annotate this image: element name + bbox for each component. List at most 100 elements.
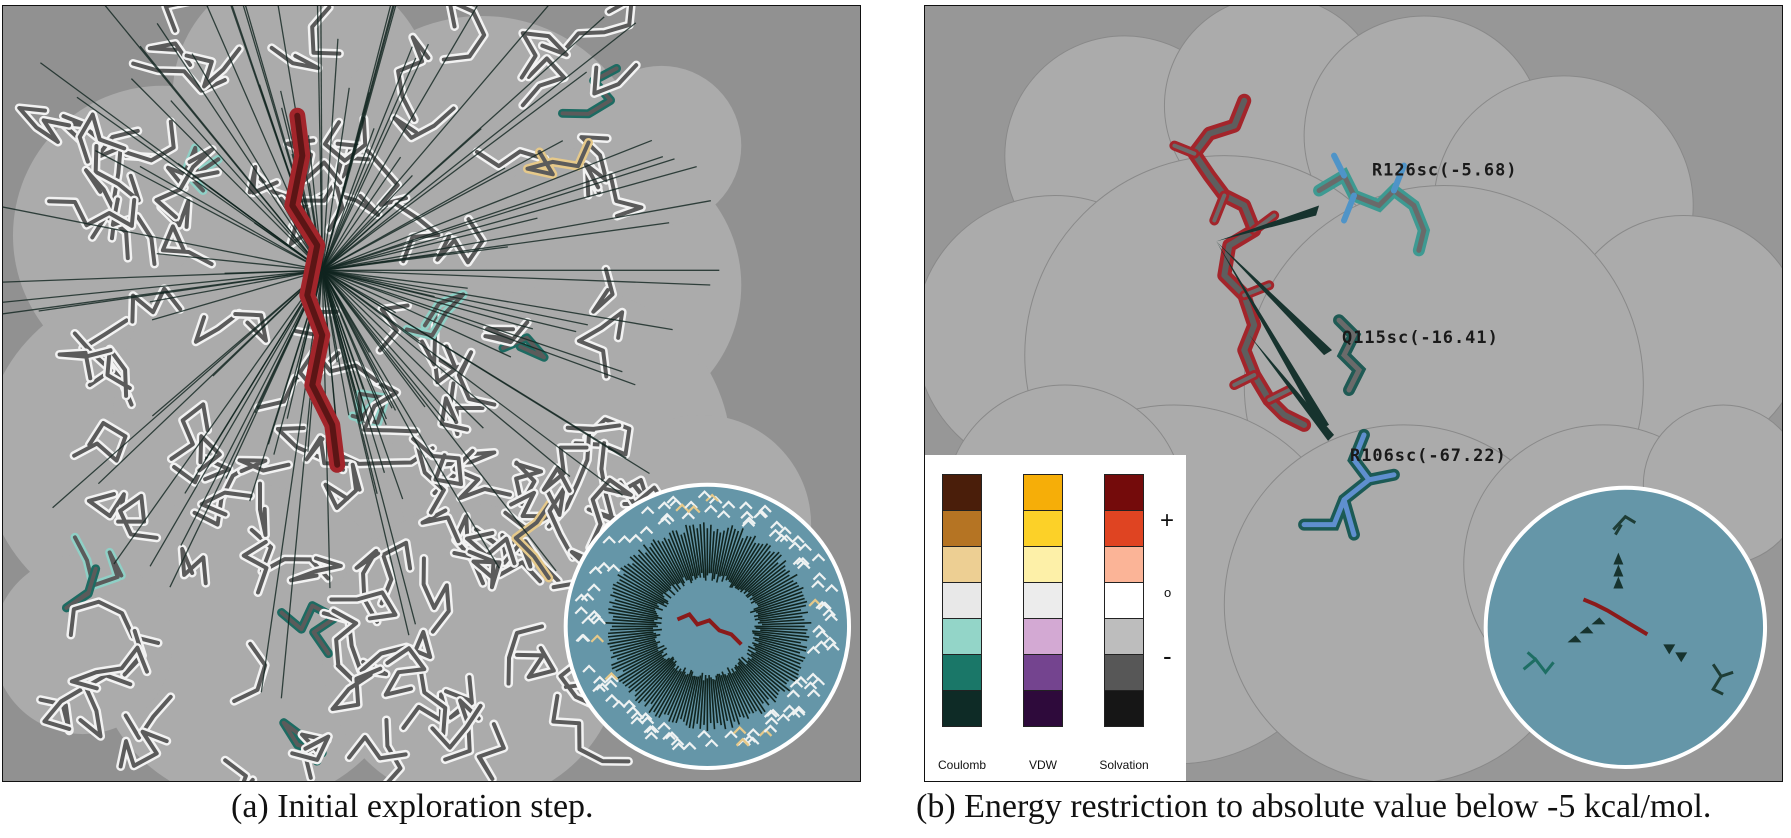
inset-radial-view-b bbox=[1483, 485, 1768, 770]
interaction-line bbox=[322, 269, 534, 330]
residue-stick-core bbox=[47, 198, 137, 228]
inset-ray bbox=[756, 584, 800, 606]
inset-ray bbox=[631, 562, 667, 593]
inset-ray bbox=[619, 579, 665, 605]
inset-ray bbox=[746, 568, 786, 599]
legend-swatch bbox=[1023, 582, 1063, 619]
inset-ray bbox=[714, 679, 723, 726]
inset-ray bbox=[629, 556, 669, 592]
interaction-line bbox=[191, 53, 323, 271]
interaction-line bbox=[321, 87, 350, 271]
inset-residue bbox=[815, 629, 829, 638]
inset-residue bbox=[626, 705, 640, 715]
interaction-line bbox=[321, 156, 402, 271]
inset-residue bbox=[687, 504, 701, 514]
inset-circle-b bbox=[1483, 485, 1768, 770]
inset-residue bbox=[662, 731, 676, 741]
inset-residue bbox=[764, 716, 779, 725]
inset-residue bbox=[665, 731, 679, 740]
inset-ray bbox=[609, 638, 656, 652]
inset-ray bbox=[727, 672, 750, 719]
inset-ray bbox=[612, 618, 662, 625]
ligand-core bbox=[289, 112, 341, 468]
inset-ray bbox=[620, 567, 665, 598]
interaction-line bbox=[321, 269, 571, 477]
inset-ray bbox=[682, 675, 696, 722]
inset-ray bbox=[667, 538, 688, 581]
inset-ray bbox=[762, 622, 812, 626]
inset-ray bbox=[644, 667, 676, 707]
inset-residue bbox=[576, 633, 591, 643]
interaction-line bbox=[156, 253, 323, 271]
residue-stick-core bbox=[42, 673, 133, 731]
interaction-line bbox=[322, 165, 697, 271]
inset-ray bbox=[668, 532, 690, 581]
inset-residue bbox=[796, 556, 810, 566]
interaction-line bbox=[321, 269, 623, 496]
inset-ray bbox=[623, 573, 669, 603]
residue-stick-core bbox=[237, 458, 291, 474]
inset-ray bbox=[617, 573, 669, 605]
inset-ray bbox=[757, 600, 808, 615]
inset-residue bbox=[581, 615, 595, 625]
inset-residue bbox=[716, 509, 731, 519]
inset-ligand-a bbox=[676, 612, 743, 646]
legend-swatch bbox=[942, 618, 982, 655]
inset-ray bbox=[734, 670, 763, 715]
inset-ray bbox=[653, 668, 682, 713]
inset-residue bbox=[739, 501, 753, 510]
residue-stick-core bbox=[122, 628, 145, 677]
interaction-line bbox=[76, 96, 323, 271]
interaction-line bbox=[321, 270, 365, 424]
residue-stick-core bbox=[520, 56, 567, 108]
inset-ray bbox=[734, 666, 766, 713]
interaction-line bbox=[3, 269, 323, 303]
inset-residue bbox=[645, 724, 660, 734]
interaction-line bbox=[180, 270, 323, 546]
inset-ray bbox=[739, 551, 775, 591]
interaction-arrows-b bbox=[1216, 205, 1335, 441]
residue-r126-b bbox=[1313, 152, 1431, 257]
inset-residue bbox=[779, 534, 794, 543]
inset-ray bbox=[685, 676, 698, 726]
inset-ray bbox=[730, 542, 760, 589]
inset-ray bbox=[692, 524, 702, 578]
inset-ray bbox=[728, 536, 752, 583]
interaction-line bbox=[52, 269, 323, 509]
inset-ray bbox=[610, 594, 656, 611]
inset-ray bbox=[754, 646, 802, 669]
interaction-line bbox=[322, 155, 664, 271]
interaction-line bbox=[321, 6, 397, 271]
residue-q115-b bbox=[1333, 314, 1367, 396]
residue-r106-b bbox=[1298, 428, 1400, 541]
inset-residue bbox=[778, 526, 792, 535]
residue-stick-core bbox=[483, 320, 530, 345]
residue-stick-core bbox=[379, 540, 413, 606]
legend-swatch bbox=[1023, 654, 1063, 691]
inset-ray bbox=[607, 633, 661, 645]
inset-ray bbox=[738, 661, 777, 703]
inset-ray bbox=[617, 651, 664, 679]
residue-stick-core bbox=[166, 165, 220, 190]
legend-swatch bbox=[1104, 582, 1144, 619]
interaction-line bbox=[322, 269, 636, 386]
inset-ray bbox=[755, 651, 799, 676]
inset-residue bbox=[670, 737, 685, 746]
residue-stick-core bbox=[160, 224, 214, 267]
inset-ray bbox=[721, 528, 737, 577]
residue-stick-core bbox=[551, 693, 631, 764]
inset-ray bbox=[710, 531, 715, 574]
inset-ray bbox=[731, 672, 755, 714]
inset-residue bbox=[823, 636, 837, 645]
residue-label-q115: Q115sc(-16.41) bbox=[1342, 327, 1499, 347]
legend-swatch bbox=[942, 690, 982, 727]
inset-ray bbox=[755, 627, 808, 631]
inset-ray bbox=[747, 657, 791, 692]
inset-ray bbox=[760, 629, 807, 635]
residue-stick-core bbox=[441, 6, 487, 62]
caption-a: (a) Initial exploration step. bbox=[231, 788, 594, 825]
inset-ray bbox=[758, 642, 806, 659]
inset-ray bbox=[753, 604, 807, 618]
residue-stick-core bbox=[72, 535, 124, 588]
inset-residue bbox=[592, 616, 606, 625]
